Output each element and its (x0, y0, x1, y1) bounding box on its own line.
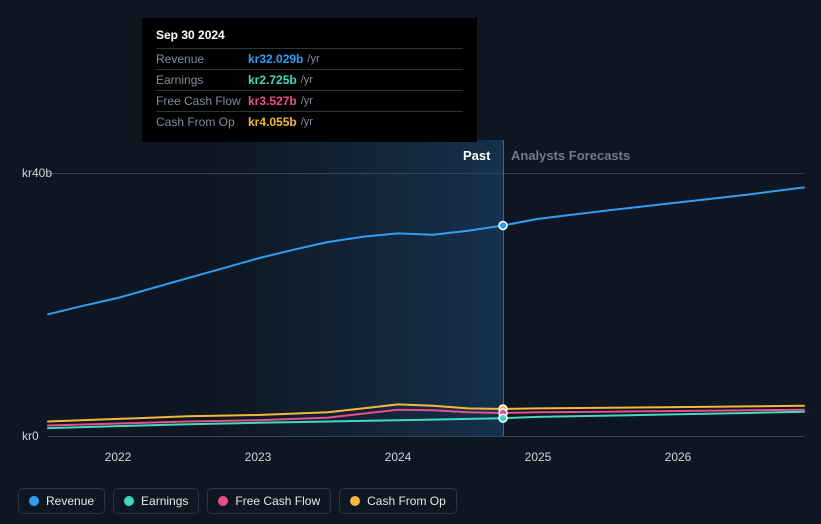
legend-item[interactable]: Cash From Op (339, 488, 457, 514)
series-line-earnings (48, 412, 804, 428)
tooltip-key: Cash From Op (156, 115, 248, 129)
tooltip-unit: /yr (301, 95, 313, 107)
series-marker-revenue (499, 222, 507, 230)
y-gridline (48, 436, 804, 437)
tooltip-row: Earningskr2.725b/yr (156, 69, 463, 90)
tooltip-key: Earnings (156, 73, 248, 87)
tooltip-unit: /yr (307, 53, 319, 65)
x-axis-label: 2023 (245, 450, 272, 464)
tooltip-value: kr32.029b (248, 52, 303, 66)
tooltip-value: kr4.055b (248, 115, 297, 129)
legend-swatch (29, 496, 39, 506)
x-axis-label: 2026 (665, 450, 692, 464)
y-axis-label: kr0 (22, 429, 39, 443)
x-axis: 2022 2023 2024 2025 2026 (48, 450, 804, 470)
x-axis-label: 2024 (385, 450, 412, 464)
tooltip-unit: /yr (301, 116, 313, 128)
tooltip-row: Cash From Opkr4.055b/yr (156, 111, 463, 132)
legend-item[interactable]: Earnings (113, 488, 199, 514)
x-axis-label: 2025 (525, 450, 552, 464)
tooltip-row: Revenuekr32.029b/yr (156, 48, 463, 69)
legend-swatch (350, 496, 360, 506)
legend-item[interactable]: Revenue (18, 488, 105, 514)
x-axis-label: 2022 (105, 450, 132, 464)
legend-item[interactable]: Free Cash Flow (207, 488, 331, 514)
legend-label: Earnings (141, 494, 188, 508)
tooltip-row: Free Cash Flowkr3.527b/yr (156, 90, 463, 111)
chart-legend: Revenue Earnings Free Cash Flow Cash From O… (18, 488, 457, 514)
series-marker-earnings (499, 414, 507, 422)
legend-swatch (218, 496, 228, 506)
data-tooltip: Sep 30 2024 Revenuekr32.029b/yrEarningsk… (142, 18, 477, 142)
tooltip-key: Revenue (156, 52, 248, 66)
financials-chart: kr0kr40b Past Analysts Forecasts 2022202… (0, 0, 821, 524)
series-line-revenue (48, 187, 804, 314)
line-chart-svg[interactable] (48, 140, 804, 436)
tooltip-key: Free Cash Flow (156, 94, 248, 108)
legend-label: Cash From Op (367, 494, 446, 508)
legend-swatch (124, 496, 134, 506)
tooltip-date: Sep 30 2024 (156, 28, 463, 42)
tooltip-unit: /yr (301, 74, 313, 86)
tooltip-value: kr3.527b (248, 94, 297, 108)
tooltip-value: kr2.725b (248, 73, 297, 87)
legend-label: Revenue (46, 494, 94, 508)
legend-label: Free Cash Flow (235, 494, 320, 508)
